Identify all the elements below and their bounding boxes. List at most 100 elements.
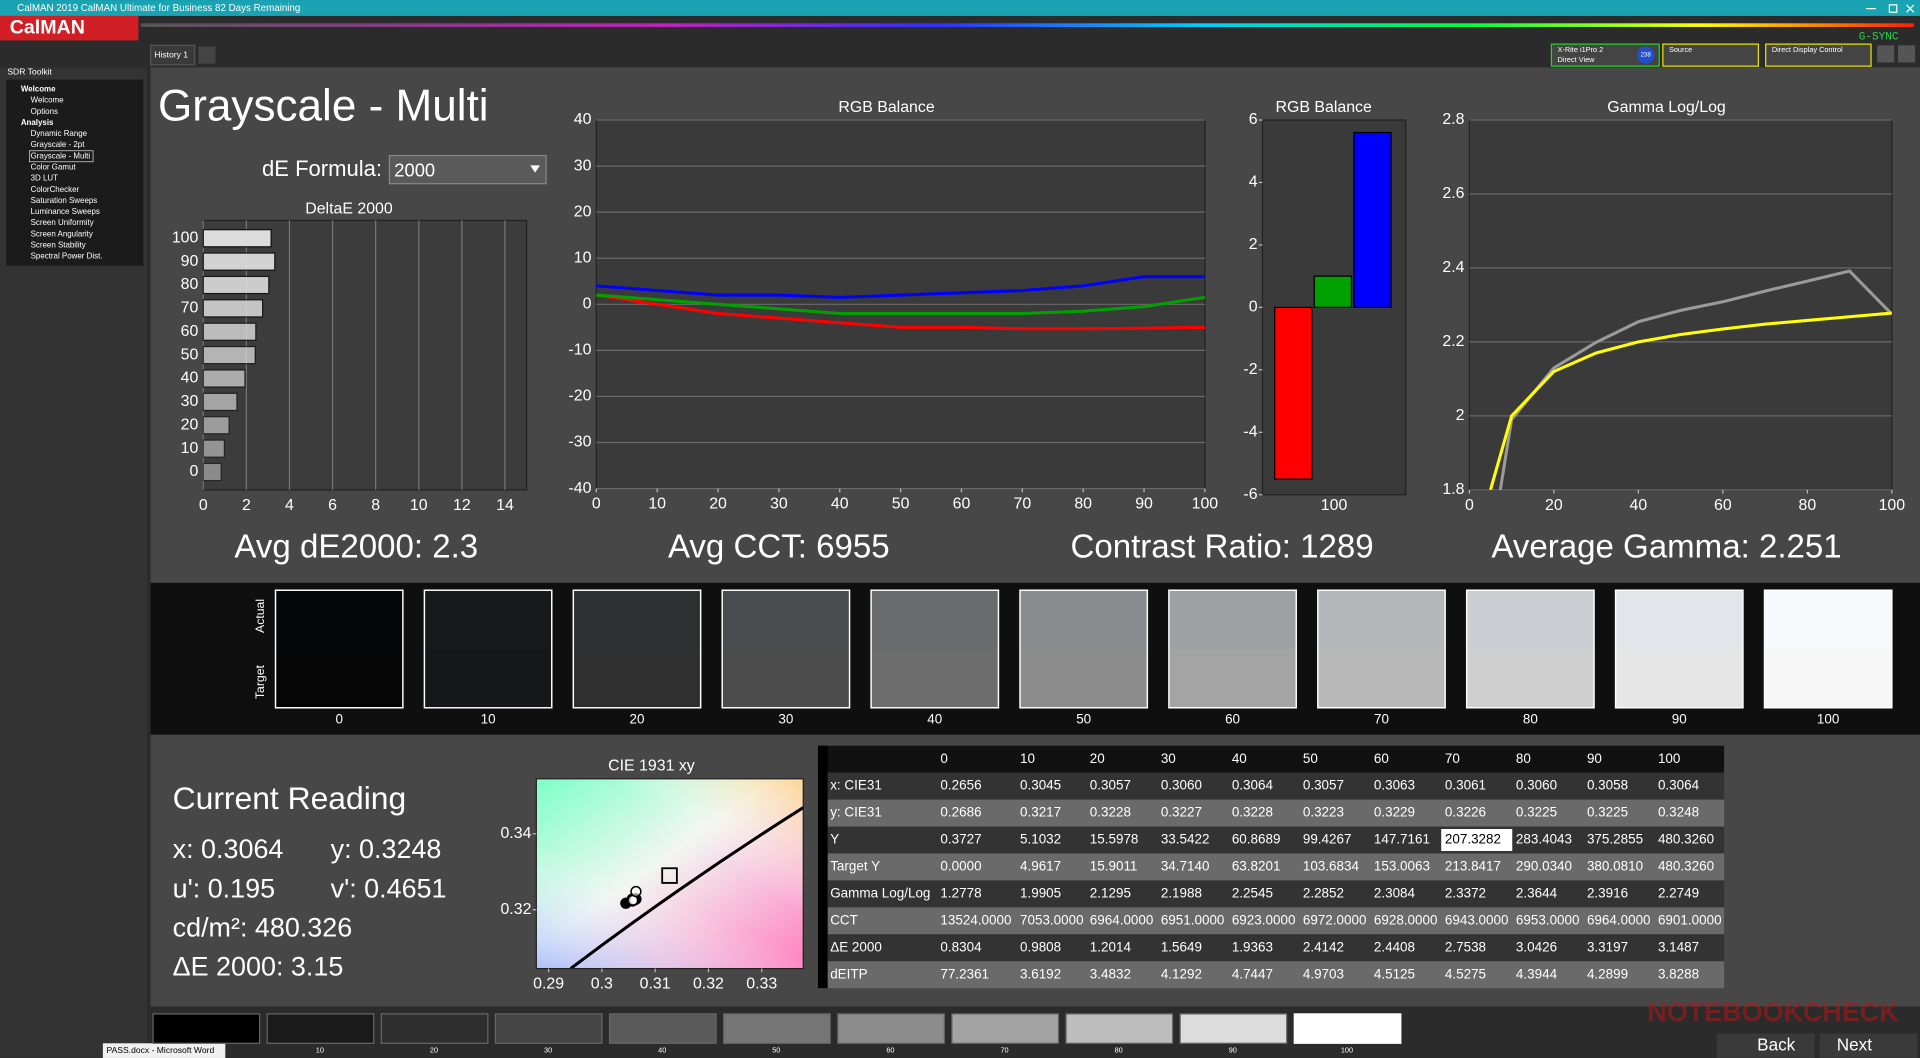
bar <box>1313 275 1353 308</box>
sidebar-item[interactable]: Screen Angularity <box>31 229 93 238</box>
next-label: Next <box>1837 1034 1872 1054</box>
table-cell: 4.9617 <box>1020 859 1061 874</box>
strip-swatch[interactable] <box>723 1013 831 1044</box>
sidebar-item[interactable]: 3D LUT <box>31 174 58 183</box>
strip-swatch[interactable] <box>1179 1013 1288 1044</box>
swatch-target <box>1168 649 1297 708</box>
strip-swatch[interactable] <box>608 1013 717 1044</box>
sidebar-item[interactable]: ColorChecker <box>31 185 80 194</box>
strip-swatch[interactable] <box>494 1013 603 1044</box>
watermark: NOTEBOOKCHECK <box>1647 997 1899 1027</box>
sidebar-item[interactable]: Saturation Sweeps <box>31 196 98 205</box>
table-column-header: 50 <box>1303 751 1318 766</box>
table-row-label: ΔE 2000 <box>830 939 882 954</box>
y-tick-label: 2.8 <box>1442 111 1464 128</box>
table-cell: 3.0426 <box>1516 939 1557 954</box>
table-cell: 283.4043 <box>1516 832 1572 847</box>
table-cell: 6901.0000 <box>1658 912 1722 927</box>
strip-swatch[interactable] <box>951 1013 1060 1044</box>
table-cell: 63.8201 <box>1232 859 1281 874</box>
display-box[interactable] <box>1765 43 1872 67</box>
strip-label: 90 <box>1229 1046 1237 1055</box>
table-cell: 0.3727 <box>940 832 981 847</box>
tab[interactable] <box>150 44 196 66</box>
strip-label: 100 <box>1341 1046 1353 1055</box>
logo-box[interactable] <box>0 15 139 41</box>
table-column-header: 70 <box>1445 751 1460 766</box>
y-tick-label: 50 <box>181 346 199 363</box>
table-cell: 2.1988 <box>1161 885 1202 900</box>
de-formula-dropdown[interactable] <box>388 154 547 185</box>
target-label: Target <box>253 664 267 699</box>
swatch-target <box>722 649 850 708</box>
bar <box>1274 306 1313 480</box>
table-cell: 0.0000 <box>940 859 981 874</box>
table-cell: 5.1032 <box>1020 832 1061 847</box>
sidebar-item[interactable]: Options <box>31 107 58 116</box>
swatch-actual <box>1317 590 1446 649</box>
table-row-bg <box>827 853 1725 881</box>
sidebar-item[interactable]: Luminance Sweeps <box>31 207 100 216</box>
bar <box>202 322 257 341</box>
swatch-label: 50 <box>1076 712 1091 727</box>
strip-swatch[interactable] <box>1293 1013 1402 1044</box>
swatch-actual <box>1020 590 1148 649</box>
stat: Average Gamma: 2.251 <box>1491 528 1841 565</box>
swatch-label: 70 <box>1374 712 1389 727</box>
y-tick-label: 30 <box>181 393 199 410</box>
table-row-bg <box>827 772 1725 800</box>
back-label: Back <box>1757 1034 1796 1054</box>
next-button[interactable] <box>1819 1033 1918 1058</box>
swatch-target <box>871 649 999 708</box>
strip-swatch[interactable] <box>152 1013 261 1044</box>
sidebar-item[interactable]: Grayscale - Multi <box>31 151 91 160</box>
y-tick-label: 0 <box>190 463 199 480</box>
settings-button[interactable] <box>1877 45 1895 63</box>
sidebar-item[interactable]: Color Gamut <box>31 163 77 172</box>
strip-swatch[interactable] <box>1065 1013 1174 1044</box>
sidebar-item[interactable]: Spectral Power Dist. <box>31 252 103 261</box>
sidebar-title: SDR Toolkit <box>7 67 52 77</box>
close-button[interactable] <box>1897 45 1916 63</box>
bar <box>1353 131 1392 308</box>
x-tick-label: 90 <box>1135 496 1153 513</box>
badge[interactable] <box>1637 46 1655 64</box>
table-cell: 4.2899 <box>1587 966 1628 981</box>
series-line <box>596 275 1205 299</box>
table-cell-highlight <box>1441 829 1513 852</box>
display: Direct Display Control <box>1772 45 1843 54</box>
meter-box[interactable] <box>1550 43 1660 67</box>
table-cell: 103.6834 <box>1303 859 1360 874</box>
sidebar-item[interactable]: Welcome <box>21 85 56 94</box>
sidebar-item[interactable]: Screen Uniformity <box>31 218 94 227</box>
bar <box>202 275 270 295</box>
sidebar-item[interactable]: Grayscale - 2pt <box>31 140 86 149</box>
y-tick-label: 100 <box>172 229 199 246</box>
source-box[interactable] <box>1662 43 1759 67</box>
y-tick-label: -30 <box>568 434 591 451</box>
strip-swatch[interactable] <box>266 1013 375 1044</box>
table-row-label: x: CIE31 <box>830 778 882 793</box>
bar <box>202 345 256 365</box>
table-cell: 480.3260 <box>1658 859 1714 874</box>
strip-swatch[interactable] <box>837 1013 945 1044</box>
sidebar-item[interactable]: Welcome <box>31 96 65 105</box>
x-tick-label: 40 <box>1630 497 1648 514</box>
sidebar-item[interactable]: Screen Stability <box>31 241 86 250</box>
meter-mode: Direct View <box>1558 55 1596 64</box>
add-tab[interactable] <box>198 46 216 64</box>
taskbar-text: PASS.docx - Microsoft Word <box>107 1045 215 1055</box>
window-controls[interactable] <box>1866 4 1915 13</box>
strip-swatch[interactable] <box>380 1013 489 1044</box>
table-cell: 2.7538 <box>1445 939 1486 954</box>
actual-label: Actual <box>253 599 267 633</box>
swatch-actual <box>722 590 850 649</box>
table-cell: 0.3060 <box>1161 778 1202 793</box>
back-button[interactable] <box>1716 1033 1815 1058</box>
table-cell: 0.3058 <box>1587 778 1628 793</box>
sidebar-item[interactable]: Analysis <box>21 118 54 127</box>
sidebar-item[interactable]: Dynamic Range <box>31 129 88 138</box>
table-cell: 207.3282 <box>1445 832 1501 847</box>
table-cell: 2.4142 <box>1303 939 1344 954</box>
table-cell: 0.3223 <box>1303 805 1344 820</box>
